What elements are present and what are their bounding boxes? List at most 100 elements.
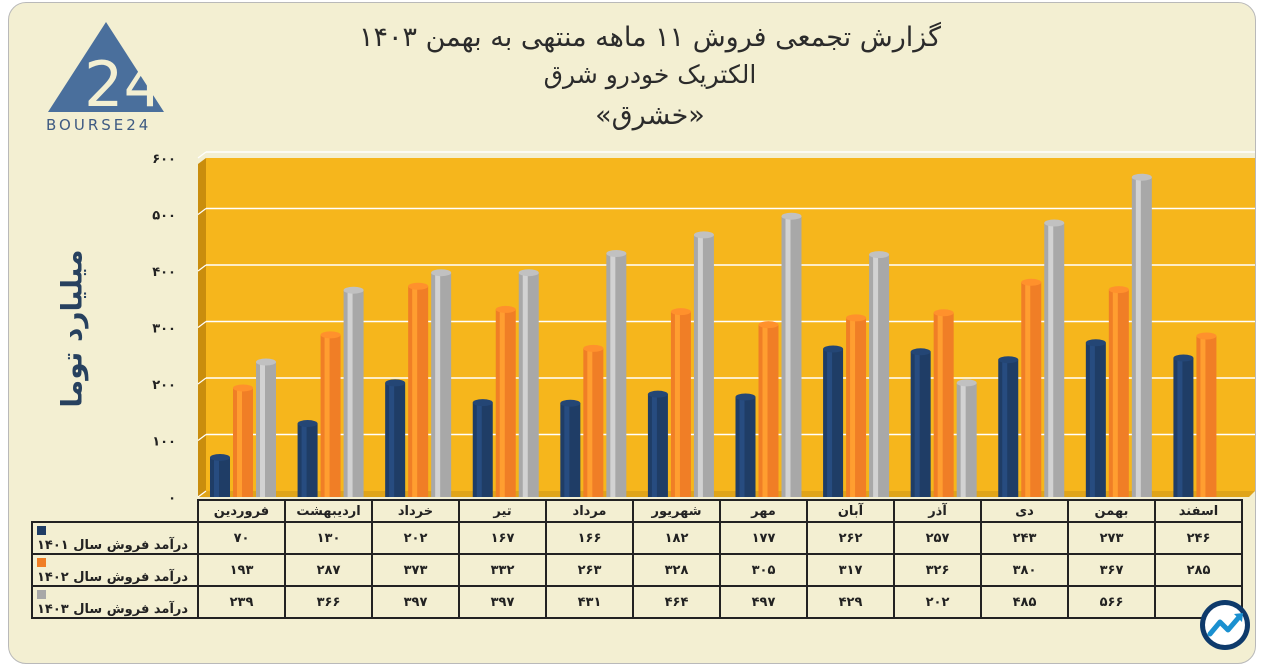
bar-body	[495, 309, 516, 497]
bar-cap	[210, 453, 230, 461]
bar-body	[910, 351, 931, 497]
bar	[1131, 173, 1152, 497]
logo-triangle	[48, 22, 164, 112]
bar	[518, 269, 539, 497]
bar	[320, 331, 341, 497]
bar-cap	[846, 314, 867, 322]
data-label: ۲۰۲	[371, 521, 460, 555]
data-label: ۳۸۰	[980, 553, 1069, 587]
bar-cap	[647, 390, 668, 398]
data-label: ۳۲۶	[893, 553, 982, 587]
bar-cap	[431, 269, 452, 277]
bar-highlight	[739, 396, 745, 497]
bar-cap	[560, 399, 581, 407]
y-tick-label: ۱۰۰	[152, 435, 176, 450]
logo-text: BOURSE24	[46, 116, 152, 134]
bar-body	[670, 311, 691, 497]
bar-cap	[933, 309, 954, 317]
bar-cap	[1173, 354, 1194, 362]
bar-cap	[385, 379, 406, 387]
bar-body	[431, 272, 452, 497]
bar	[210, 453, 230, 497]
bar-cap	[1131, 173, 1152, 181]
bar-cap	[998, 356, 1019, 364]
bar-highlight	[1089, 342, 1095, 497]
bar-body	[472, 402, 493, 497]
logo-mark: 24	[84, 48, 163, 121]
trend-chart-icon[interactable]	[1198, 598, 1252, 652]
bar	[823, 345, 844, 497]
bar	[998, 356, 1019, 497]
bar-cap	[233, 384, 253, 392]
bar-cap	[823, 345, 844, 353]
bar-highlight	[1112, 289, 1118, 497]
bar-highlight	[697, 234, 703, 497]
bar-highlight	[389, 382, 395, 497]
series-name: درآمد فروش سال ۱۴۰۲	[37, 570, 189, 585]
bar-body	[758, 324, 779, 497]
data-label: ۲۰۲	[893, 585, 982, 619]
bar-body	[408, 286, 429, 497]
bar	[956, 379, 977, 497]
bar-cap	[606, 249, 627, 257]
bar-highlight	[301, 423, 307, 497]
bar-cap	[320, 331, 341, 339]
bar	[1108, 286, 1129, 497]
data-label: ۵۶۶	[1067, 585, 1156, 619]
legend-entry: درآمد فروش سال ۱۴۰۳	[31, 585, 199, 619]
legend-swatch	[37, 590, 46, 599]
gridline-side	[197, 264, 207, 272]
table-row: درآمد فروش سال ۱۴۰۱ ۷۰ ۱۳۰ ۲۰۲ ۱۶۷ ۱۶۶ ۱۸۲ ۱۷۷ ۲…	[31, 521, 1243, 555]
y-tick-label: ۵۰۰	[152, 209, 176, 224]
bar-highlight	[1002, 359, 1008, 497]
bar-cap	[1044, 219, 1065, 227]
bar	[233, 384, 253, 497]
bar-body	[233, 387, 253, 497]
bar	[472, 399, 493, 497]
bar-body	[1085, 342, 1106, 497]
bar-body	[781, 216, 802, 497]
bar-cap	[1108, 286, 1129, 294]
bar-cap	[758, 321, 779, 329]
table-row: درآمد فروش سال ۱۴۰۲ ۱۹۳ ۲۸۷ ۳۷۳ ۳۳۲ ۲۶۳ ۳۲۸ ۳۰۵…	[31, 553, 1243, 587]
bar-body	[846, 317, 867, 497]
bar	[781, 212, 802, 497]
data-label: ۲۸۵	[1154, 553, 1243, 587]
data-table: فروردین اردیبهشت خرداد تیر مرداد شهریور مهر آبا…	[31, 499, 1243, 619]
table-row: درآمد فروش سال ۱۴۰۳ ۲۳۹ ۳۶۶ ۳۹۷ ۳۹۷ ۴۳۱ ۴۶۴ ۴۹۷…	[31, 585, 1243, 619]
table-header-row: فروردین اردیبهشت خرداد تیر مرداد شهریور مهر آبا…	[32, 499, 1243, 523]
bar	[431, 269, 452, 497]
table-corner	[32, 500, 198, 522]
data-label: ۴۶۴	[632, 585, 721, 619]
data-label: ۲۳۹	[197, 585, 286, 619]
data-label: ۱۹۳	[197, 553, 286, 587]
bar	[385, 379, 406, 497]
bar	[647, 390, 668, 497]
data-label: ۳۹۷	[458, 585, 547, 619]
bar-highlight	[435, 272, 441, 497]
bar	[910, 348, 931, 497]
x-tick-label: مهر	[719, 499, 808, 523]
y-tick-label: ۶۰۰	[152, 152, 176, 167]
x-tick-label: مرداد	[545, 499, 634, 523]
bar-body	[823, 348, 844, 497]
legend-entry: درآمد فروش سال ۱۴۰۲	[31, 553, 199, 587]
bar	[606, 249, 627, 497]
bar-highlight	[873, 254, 879, 497]
bar-highlight	[214, 457, 219, 497]
bar	[1021, 278, 1042, 497]
bar-cap	[910, 348, 931, 356]
gridline-side	[197, 321, 207, 328]
gridline-side	[197, 208, 207, 215]
bar	[495, 305, 516, 497]
legend-swatch	[37, 526, 46, 535]
bar-highlight	[610, 253, 616, 497]
bar	[933, 309, 954, 497]
data-label: ۳۹۷	[371, 585, 460, 619]
bar-body	[297, 423, 318, 497]
y-tick-label: ۴۰۰	[152, 265, 176, 280]
bar-cap	[693, 231, 714, 239]
x-tick-label: اردیبهشت	[284, 499, 373, 523]
data-label: ۲۷۳	[1067, 521, 1156, 555]
x-tick-label: آذر	[893, 499, 982, 523]
